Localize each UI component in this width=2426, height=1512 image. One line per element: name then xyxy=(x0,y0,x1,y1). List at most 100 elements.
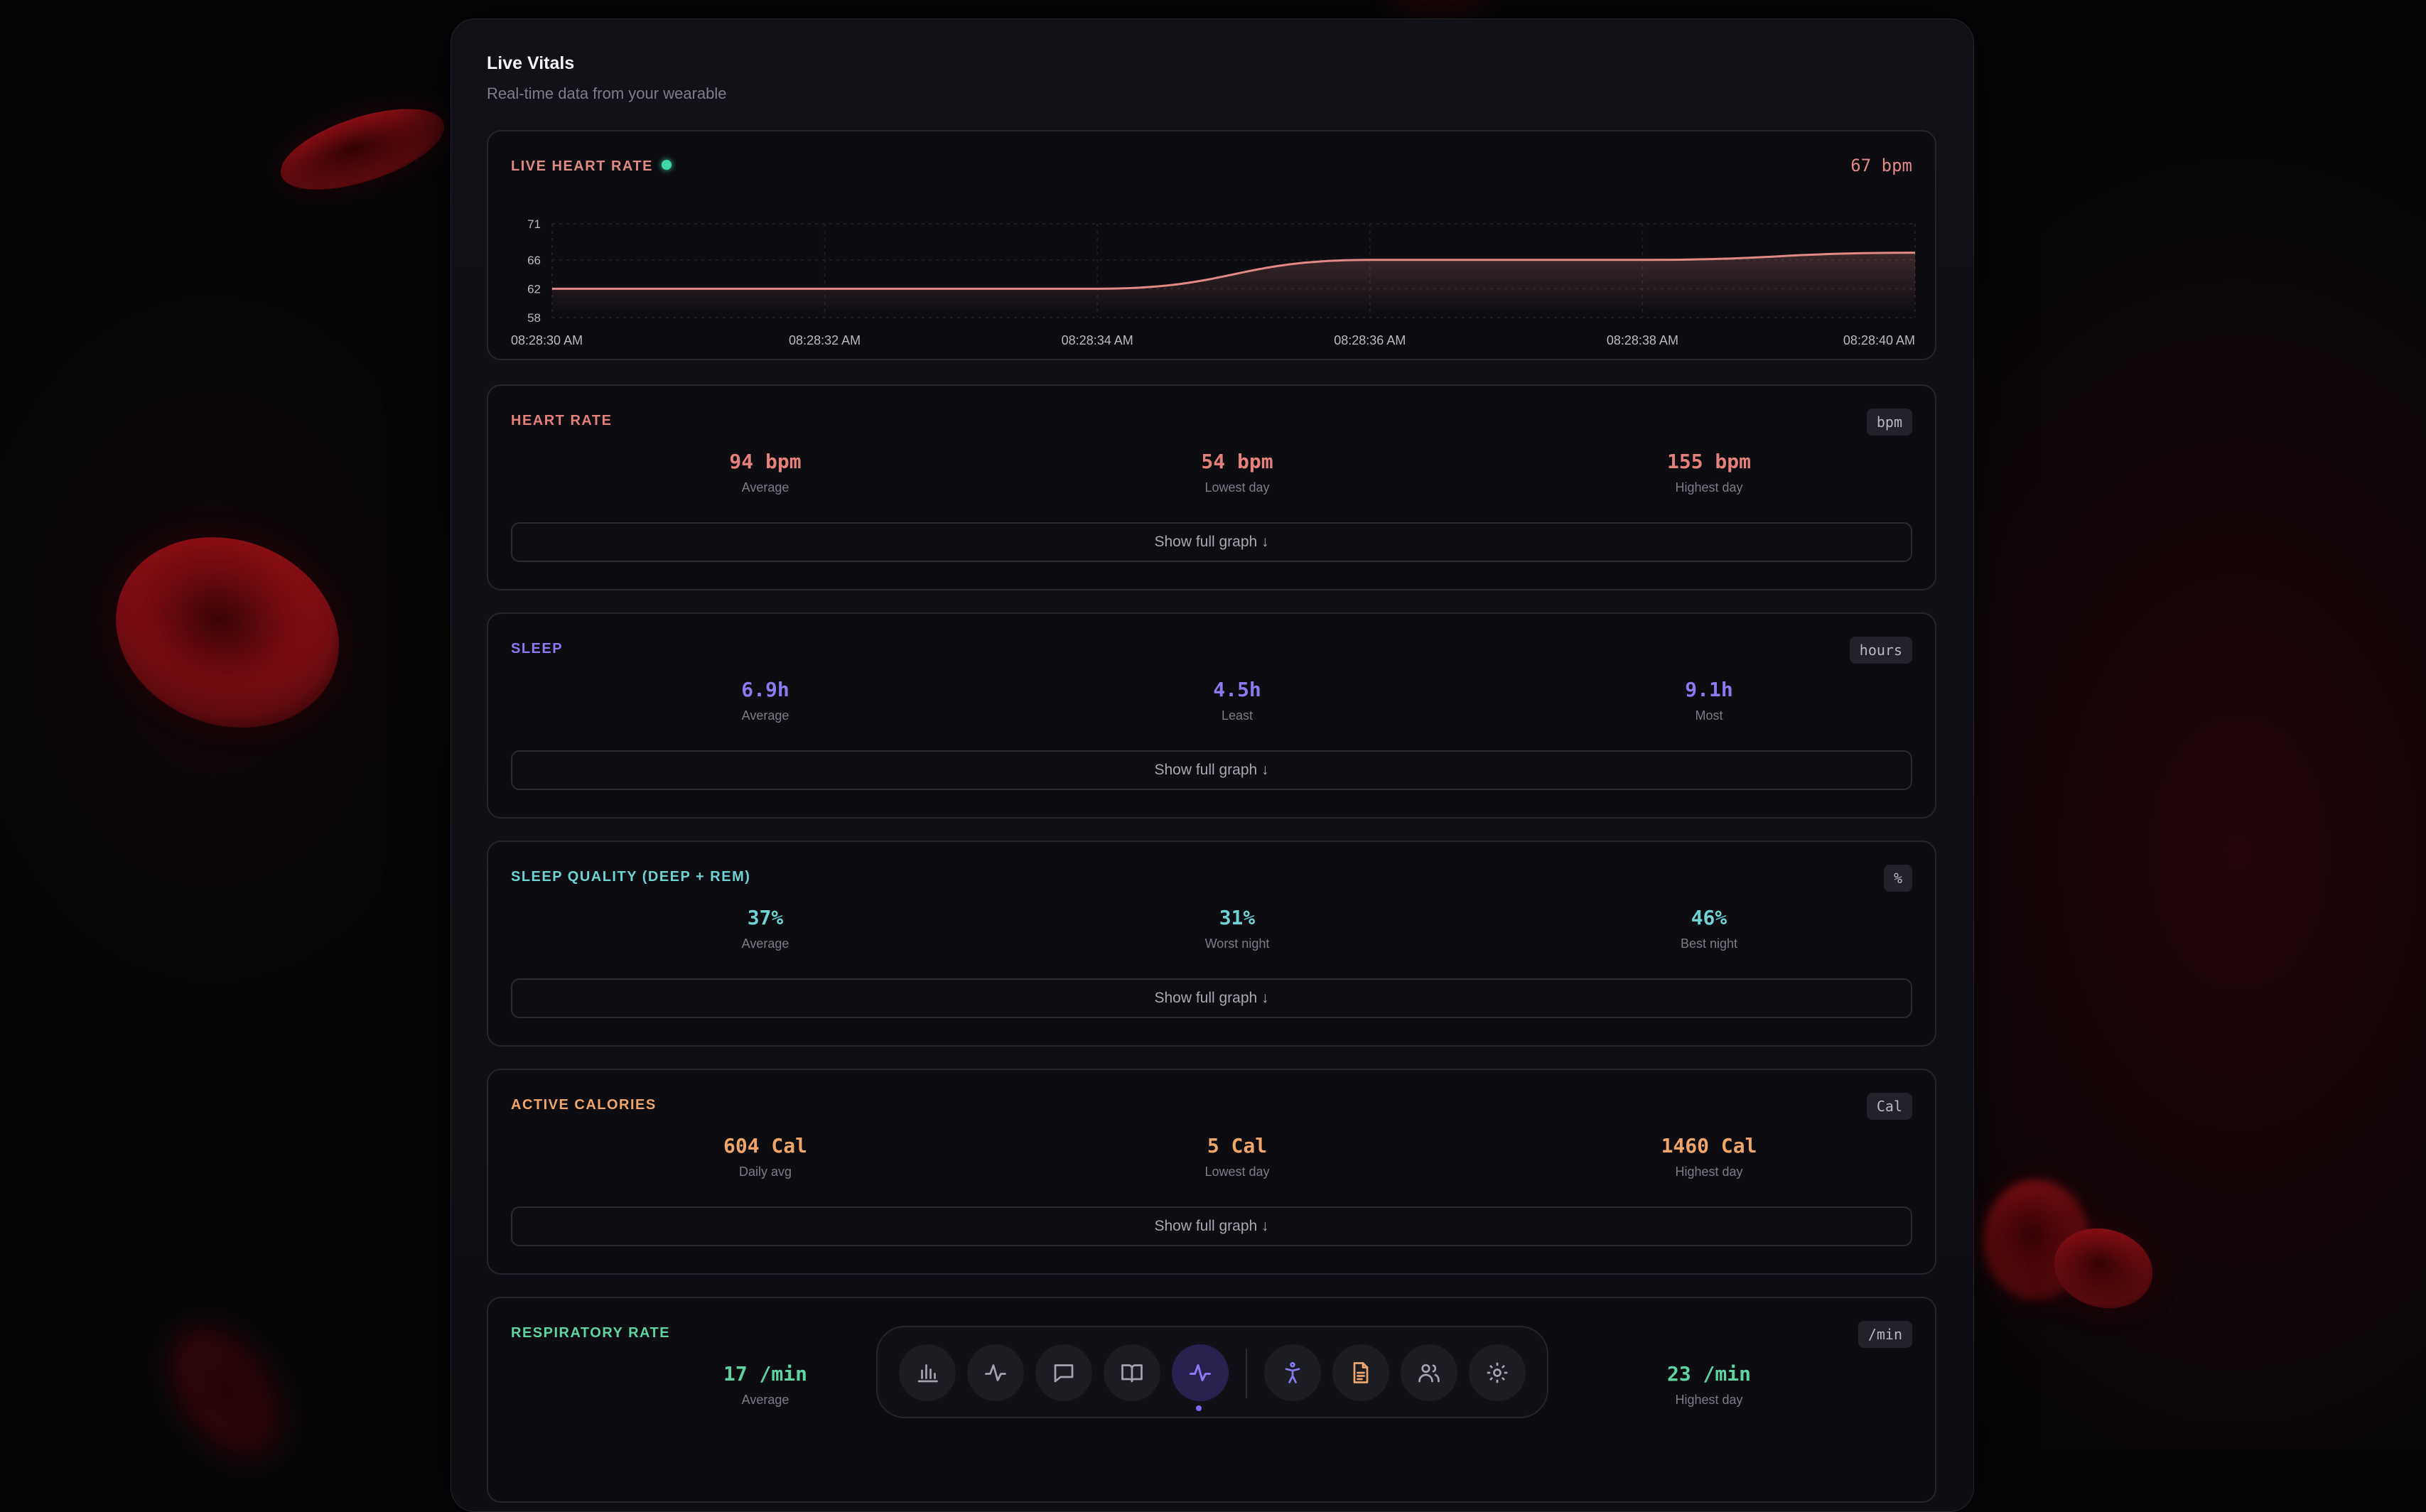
nav-reports-button[interactable] xyxy=(1332,1344,1389,1401)
respiratory-rate-label: RESPIRATORY RATE xyxy=(511,1325,671,1341)
stat-value: 155 bpm xyxy=(1666,450,1751,473)
active-calories-label: ACTIVE CALORIES xyxy=(511,1097,657,1113)
stat-label: Lowest day xyxy=(1204,480,1270,495)
stat-label: Average xyxy=(741,1393,789,1407)
stat-label: Highest day xyxy=(1675,480,1743,495)
pulse-icon xyxy=(1190,1364,1211,1381)
show-full-graph-button[interactable]: Show full graph ↓ xyxy=(511,1206,1912,1246)
stat-label: Best night xyxy=(1680,936,1738,951)
show-full-graph-button[interactable]: Show full graph ↓ xyxy=(511,522,1912,562)
stat-value: 54 bpm xyxy=(1201,450,1273,473)
nav-settings-button[interactable] xyxy=(1469,1344,1526,1401)
unit-badge: hours xyxy=(1849,637,1912,664)
stat-value: 604 Cal xyxy=(723,1134,807,1157)
x-tick-label: 08:28:40 AM xyxy=(1843,333,1915,347)
gear-icon xyxy=(1487,1362,1508,1383)
show-full-graph-button[interactable]: Show full graph ↓ xyxy=(511,978,1912,1018)
live-status-dot-icon xyxy=(661,160,672,170)
y-tick-label: 71 xyxy=(527,217,541,231)
stat-label: Highest day xyxy=(1675,1393,1743,1407)
sleep-quality-stat: 31% Worst night xyxy=(1095,906,1379,951)
heart-rate-stat: 155 bpm Highest day xyxy=(1567,450,1851,495)
stat-label: Worst night xyxy=(1204,936,1270,951)
nav-separator xyxy=(1246,1349,1247,1398)
heart-rate-card: HEART RATE bpm 94 bpm Average 54 bpm Lowest d… xyxy=(487,384,1936,590)
users-icon xyxy=(1418,1364,1440,1383)
live-heart-rate-chart: 71 66 62 58 08:28:30 AM 08:28:32 AM 08:28:34 A… xyxy=(511,217,1916,347)
active-calories-card: ACTIVE CALORIES Cal 604 Cal Daily avg 5 Cal L… xyxy=(487,1069,1936,1275)
heart-rate-label: HEART RATE xyxy=(511,413,613,428)
live-heart-rate-value: 67 bpm xyxy=(1850,156,1912,176)
stat-value: 46% xyxy=(1691,906,1727,929)
nav-journal-button[interactable] xyxy=(1104,1344,1160,1401)
nav-live-vitals-button[interactable] xyxy=(1172,1344,1229,1401)
x-tick-label: 08:28:30 AM xyxy=(511,333,583,347)
stat-label: Highest day xyxy=(1675,1165,1743,1179)
stat-label: Average xyxy=(741,480,789,495)
bottom-navigation xyxy=(876,1326,1548,1418)
active-indicator-dot xyxy=(1196,1405,1202,1411)
unit-badge: /min xyxy=(1858,1321,1912,1348)
unit-badge: Cal xyxy=(1866,1093,1912,1120)
nav-people-button[interactable] xyxy=(1401,1344,1457,1401)
blood-cell-decoration xyxy=(1393,0,1485,14)
stat-label: Daily avg xyxy=(738,1165,792,1179)
live-heart-rate-title: LIVE HEART RATE xyxy=(511,158,653,174)
sleep-card: SLEEP hours 6.9h Average 4.5h Least 9.1h Most Sh… xyxy=(487,612,1936,819)
sleep-quality-label: SLEEP QUALITY (DEEP + REM) xyxy=(511,869,751,885)
stat-value: 9.1h xyxy=(1685,678,1733,701)
stat-label: Least xyxy=(1221,708,1254,723)
stat-label: Average xyxy=(741,708,789,723)
stat-label: Average xyxy=(741,936,789,951)
x-tick-label: 08:28:32 AM xyxy=(789,333,861,347)
stat-value: 4.5h xyxy=(1213,678,1261,701)
stat-value: 17 /min xyxy=(723,1362,807,1386)
active-calories-stat: 1460 Cal Highest day xyxy=(1567,1134,1851,1179)
stat-value: 94 bpm xyxy=(729,450,802,473)
heart-rate-stat: 94 bpm Average xyxy=(623,450,907,495)
stat-label: Lowest day xyxy=(1204,1165,1270,1179)
nav-activity-button[interactable] xyxy=(967,1344,1024,1401)
stat-value: 31% xyxy=(1219,906,1256,929)
sleep-quality-stat: 46% Best night xyxy=(1567,906,1851,951)
stat-value: 5 Cal xyxy=(1207,1134,1268,1157)
x-tick-label: 08:28:36 AM xyxy=(1334,333,1406,347)
heart-rate-stat: 54 bpm Lowest day xyxy=(1095,450,1379,495)
sleep-label: SLEEP xyxy=(511,641,564,657)
page-title: Live Vitals xyxy=(487,53,575,73)
nav-stats-button[interactable] xyxy=(899,1344,956,1401)
y-tick-label: 62 xyxy=(527,282,541,296)
nav-accessibility-button[interactable] xyxy=(1264,1344,1321,1401)
respiratory-rate-stat: 23 /min Highest day xyxy=(1567,1362,1851,1408)
x-tick-label: 08:28:34 AM xyxy=(1062,333,1133,347)
activity-icon xyxy=(985,1364,1006,1381)
book-icon xyxy=(1121,1364,1143,1383)
live-heart-rate-label: LIVE HEART RATE xyxy=(511,158,672,175)
stat-label: Most xyxy=(1695,708,1723,723)
sleep-stat: 6.9h Average xyxy=(623,678,907,723)
sleep-quality-card: SLEEP QUALITY (DEEP + REM)% 37% Average 31%… xyxy=(487,841,1936,1047)
sleep-stat: 9.1h Most xyxy=(1567,678,1851,723)
message-icon xyxy=(1054,1364,1074,1383)
page-subtitle: Real-time data from your wearable xyxy=(487,85,727,102)
stat-value: 1460 Cal xyxy=(1661,1134,1757,1157)
nav-chat-button[interactable] xyxy=(1035,1344,1092,1401)
x-tick-label: 08:28:38 AM xyxy=(1607,333,1678,347)
document-icon xyxy=(1353,1362,1369,1383)
unit-badge: bpm xyxy=(1866,409,1912,436)
accessibility-icon xyxy=(1285,1362,1300,1383)
live-heart-rate-card: LIVE HEART RATE 67 bpm 71 66 62 58 08:28:30 … xyxy=(487,130,1936,360)
bar-chart-icon xyxy=(917,1364,938,1383)
stat-value: 23 /min xyxy=(1666,1362,1751,1386)
y-tick-label: 58 xyxy=(527,311,541,325)
y-tick-label: 66 xyxy=(527,254,541,267)
sleep-stat: 4.5h Least xyxy=(1095,678,1379,723)
heart-rate-line xyxy=(552,252,1916,290)
respiratory-rate-stat: 17 /min Average xyxy=(623,1362,907,1408)
stat-value: 37% xyxy=(747,906,784,929)
show-full-graph-button[interactable]: Show full graph ↓ xyxy=(511,750,1912,790)
live-vitals-panel: Live Vitals Real-time data from your wea… xyxy=(451,18,1974,1512)
stat-value: 6.9h xyxy=(741,678,789,701)
active-calories-stat: 604 Cal Daily avg xyxy=(623,1134,907,1179)
heart-rate-area xyxy=(552,252,1915,318)
